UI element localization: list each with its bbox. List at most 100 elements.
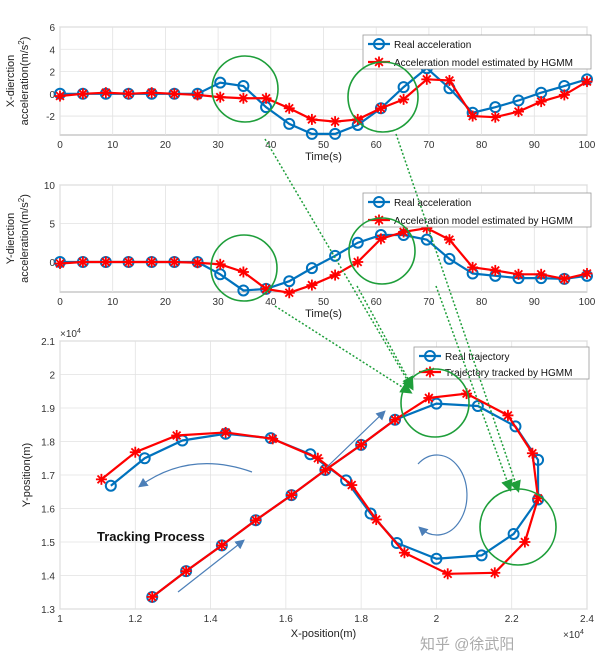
x-tick-label: 100 (579, 297, 596, 308)
asterisk-stroke (513, 107, 524, 117)
circle-marker (420, 233, 433, 246)
circle-marker (471, 399, 484, 412)
asterisk-stroke (123, 89, 134, 99)
connector-arrow (356, 285, 414, 389)
legend-label: Real acceleration (394, 198, 471, 209)
asterisk-marker (512, 106, 524, 118)
circle-marker (214, 76, 227, 89)
asterisk-stroke (55, 258, 65, 269)
connector-arrow (274, 305, 413, 394)
x-tick-label: 90 (529, 297, 541, 308)
asterisk-stroke (503, 410, 513, 420)
asterisk-stroke (123, 257, 134, 267)
circle-marker (397, 81, 410, 94)
asterisk-stroke (169, 89, 179, 99)
y-tick-label: -2 (46, 112, 55, 123)
asterisk-stroke (261, 93, 271, 103)
asterisk-marker (146, 87, 158, 99)
asterisk-stroke (101, 88, 111, 98)
asterisk-marker (168, 88, 180, 100)
x-tick-label: 40 (265, 297, 277, 308)
asterisk-stroke (347, 480, 357, 490)
asterisk-stroke (399, 94, 409, 104)
asterisk-marker (489, 567, 501, 579)
x-tick-label: 2.2 (505, 614, 519, 625)
asterisk-marker (581, 268, 593, 280)
x-exponent-base: ×10 (563, 630, 580, 641)
y-tick-label: 4 (49, 45, 55, 56)
circle-marker (430, 552, 443, 565)
asterisk-marker (443, 234, 455, 246)
asterisk-stroke (147, 257, 157, 267)
y-tick-label: 2 (49, 68, 55, 79)
x-axis-label: Time(s) (305, 151, 342, 163)
highlight-circle (211, 55, 279, 123)
x-tick-label: 100 (579, 140, 596, 151)
asterisk-stroke (238, 267, 248, 277)
asterisk-stroke (286, 490, 297, 500)
asterisk-marker (250, 514, 262, 526)
asterisk-marker (146, 591, 158, 603)
x-tick-label: 1 (57, 614, 63, 625)
asterisk-stroke (101, 257, 111, 267)
y-tick-label: 1.9 (41, 404, 55, 415)
asterisk-stroke (284, 288, 294, 298)
direction-arrow-icon (177, 539, 245, 593)
asterisk-marker (443, 74, 455, 86)
asterisk-marker (312, 452, 324, 464)
asterisk-marker (558, 273, 570, 285)
asterisk-stroke (353, 257, 363, 267)
circle-marker (237, 284, 250, 297)
y-label-close: ) (19, 194, 31, 198)
asterisk-stroke (193, 90, 203, 100)
direction-arrow-icon (138, 463, 253, 488)
asterisk-marker (329, 269, 341, 281)
asterisk-stroke (268, 434, 278, 444)
circle-marker (329, 127, 342, 140)
asterisk-stroke (444, 75, 454, 85)
x-tick-label: 20 (160, 140, 172, 151)
asterisk-marker (216, 539, 228, 551)
asterisk-stroke (261, 284, 271, 294)
asterisk-stroke (399, 548, 409, 558)
asterisk-stroke (147, 592, 157, 602)
circle-marker (373, 196, 385, 208)
circle-marker (138, 452, 151, 465)
circle-marker (364, 507, 377, 520)
x-tick-label: 80 (476, 140, 488, 151)
x-tick-label: 40 (265, 140, 277, 151)
asterisk-stroke (238, 93, 248, 103)
y-tick-label: 1.7 (41, 471, 55, 482)
y-tick-label: 0 (49, 258, 55, 269)
asterisk-marker (54, 258, 66, 270)
circle-marker (304, 448, 317, 461)
legend-box (362, 34, 592, 70)
asterisk-stroke (215, 92, 225, 102)
asterisk-stroke (353, 114, 363, 124)
asterisk-marker (123, 256, 135, 268)
legend: Real trajectory Trajectory tracked by HGM… (413, 346, 590, 380)
x-tick-label: 30 (213, 140, 225, 151)
circle-marker (305, 127, 318, 140)
tracking-process-label: Tracking Process (97, 529, 205, 544)
asterisk-marker (375, 102, 387, 114)
asterisk-stroke (96, 474, 106, 484)
asterisk-stroke (559, 90, 569, 100)
asterisk-stroke (169, 257, 179, 267)
asterisk-marker (100, 87, 112, 99)
direction-arrow-icon (417, 454, 468, 537)
asterisk-marker (267, 433, 279, 445)
highlight-circle (400, 368, 470, 438)
x-exponent-label: ×104 (563, 629, 584, 641)
subplot-3: 1 1.2 1.4 1.6 1.8 2 2.2 2.4 1.3 1.4 1.5 1.6 1.7 1.8 1.… (21, 328, 594, 641)
asterisk-marker (180, 565, 192, 577)
y-tick-label: 1.6 (41, 505, 55, 516)
x-tick-label: 20 (160, 297, 172, 308)
asterisk-marker (352, 113, 364, 125)
circle-marker (305, 262, 318, 275)
subplot-1: 0 10 20 30 40 50 60 70 80 90 100 -2 0 2 4 6 Time(s) X-die… (5, 23, 596, 163)
legend-box (413, 346, 590, 380)
asterisk-stroke (582, 268, 592, 279)
circle-marker (373, 38, 385, 50)
y-exponent-label: ×104 (60, 328, 81, 340)
